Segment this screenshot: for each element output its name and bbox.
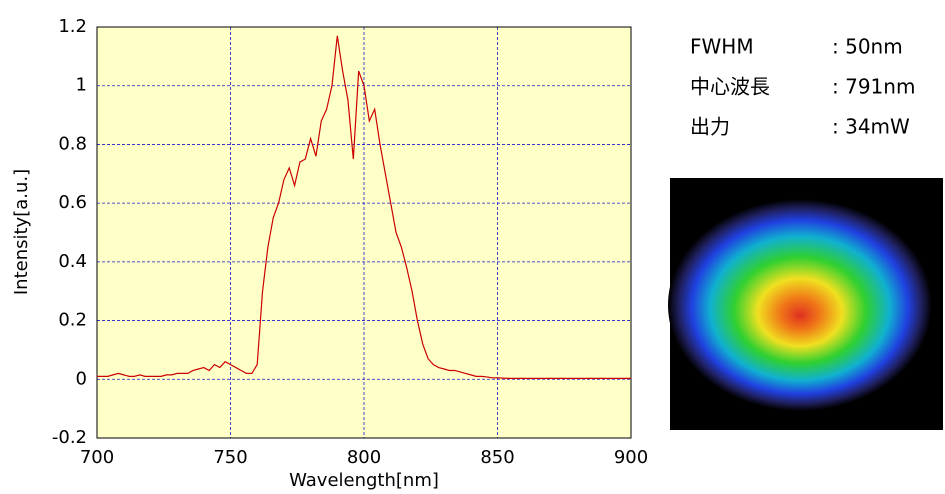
x-tick-label: 850 (480, 447, 514, 468)
info-value: : 50nm (832, 35, 903, 59)
info-label: 出力 (690, 115, 730, 139)
y-tick-label: 0.2 (58, 310, 87, 331)
x-tick-label: 700 (80, 447, 114, 468)
y-tick-label: 0.4 (58, 251, 87, 272)
x-axis-label: Wavelength[nm] (289, 470, 439, 491)
y-tick-label: 1.2 (58, 16, 87, 37)
x-tick-label: 900 (614, 447, 648, 468)
y-tick-label: -0.2 (52, 427, 87, 448)
info-label: FWHM (690, 35, 754, 59)
beam-profile (668, 199, 932, 411)
y-tick-label: 0 (76, 368, 87, 389)
y-tick-label: 0.8 (58, 133, 87, 154)
info-value: : 34mW (832, 115, 910, 139)
info-value: : 791nm (832, 75, 915, 99)
y-tick-label: 1 (76, 75, 87, 96)
plot-frame (96, 26, 632, 439)
x-tick-label: 800 (347, 447, 381, 468)
y-axis-label: Intensity[a.u.] (11, 169, 32, 295)
y-tick-label: 0.6 (58, 192, 87, 213)
x-tick-label: 750 (213, 447, 247, 468)
spectrum-line (97, 35, 631, 379)
info-label: 中心波長 (690, 75, 770, 99)
